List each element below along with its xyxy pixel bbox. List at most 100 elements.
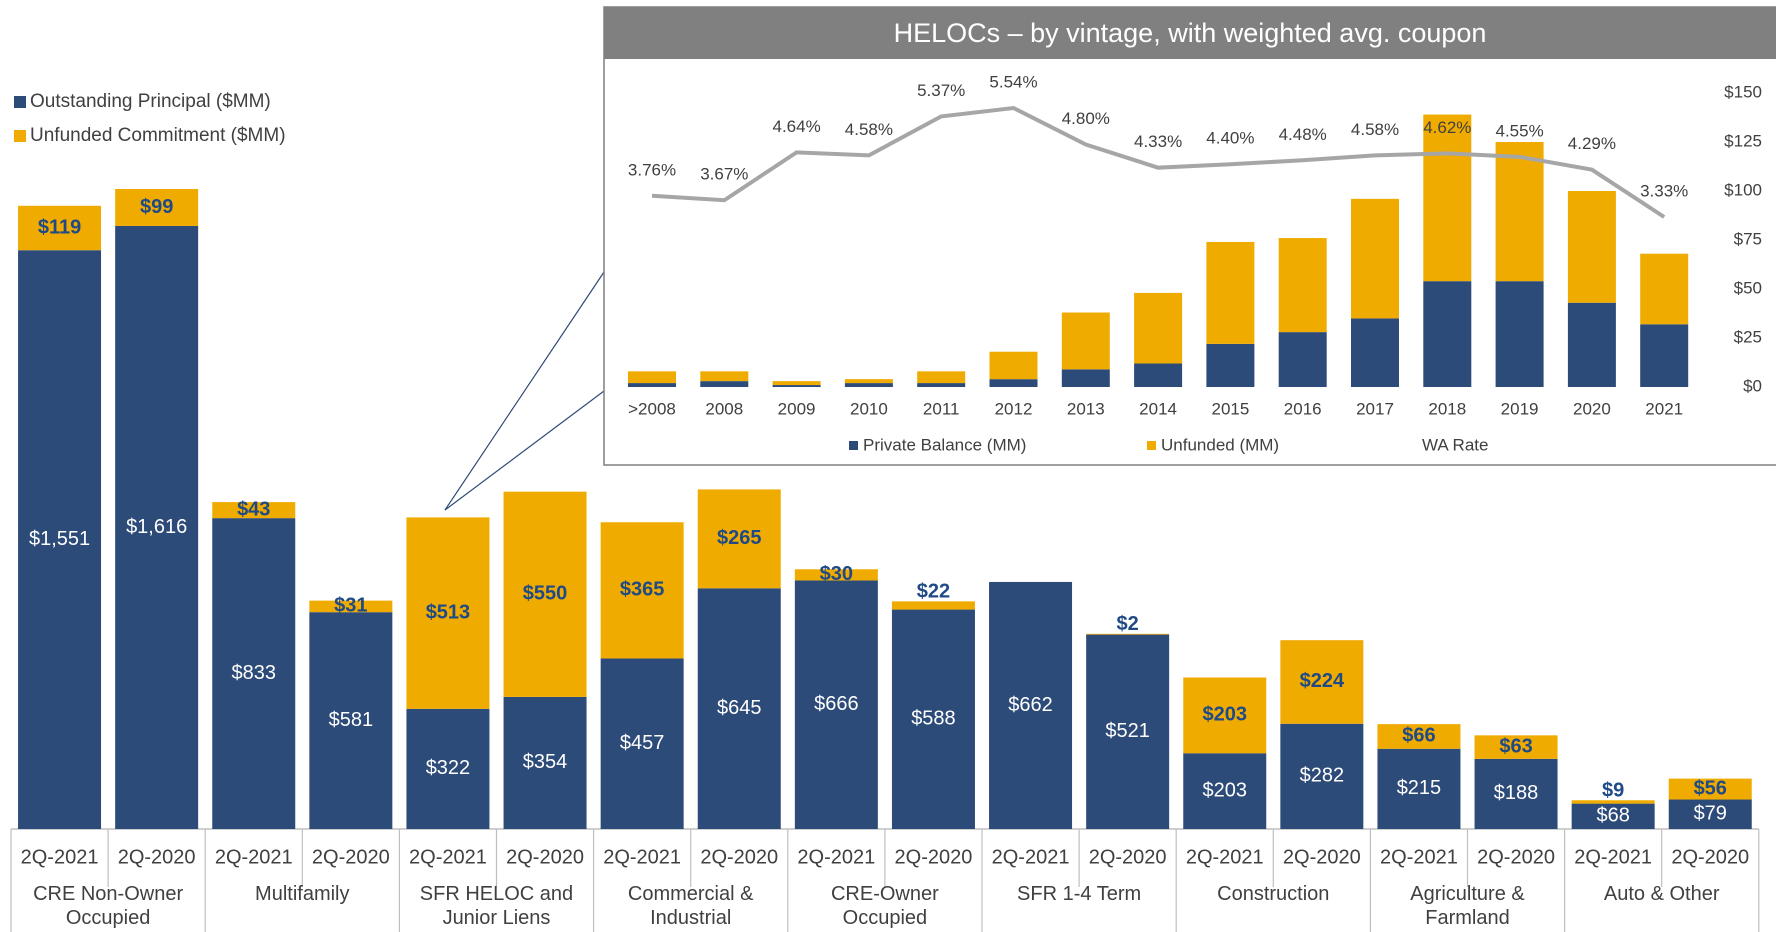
bar-segment — [1280, 723, 1364, 829]
bar-segment — [309, 612, 393, 829]
value-label: $9 — [1602, 780, 1624, 802]
rate-line — [651, 105, 1666, 219]
value-label: $581 — [329, 709, 374, 731]
x-tick-label: 2Q-2020 — [312, 846, 390, 868]
bar-segment — [1351, 198, 1399, 319]
bar-segment — [1495, 281, 1544, 387]
group-label: Construction — [1217, 883, 1330, 905]
bar-segment — [1183, 677, 1267, 754]
x-tick-label: 2Q-2020 — [1671, 846, 1749, 868]
bar-segment — [628, 383, 676, 387]
bar-segment — [700, 381, 749, 387]
group-label: Agriculture & Farmland — [1410, 883, 1525, 929]
value-label: 4.55% — [1495, 121, 1543, 140]
y-tick-label: $25 — [1734, 327, 1762, 346]
value-label: 4.62% — [1423, 118, 1471, 137]
value-label: 5.37% — [917, 81, 965, 100]
bar-segment — [1423, 281, 1472, 387]
bar-segment — [917, 383, 966, 387]
legend-label: Unfunded (MM) — [1161, 435, 1279, 454]
bar-segment — [1134, 363, 1183, 387]
legend-marker — [1147, 441, 1156, 450]
group-label: CRE-Owner Occupied — [830, 883, 939, 929]
legend-label: Private Balance (MM) — [863, 435, 1026, 454]
bar-segment — [1377, 724, 1461, 749]
value-label: 4.64% — [772, 117, 820, 136]
bar-segment — [891, 601, 975, 610]
bar-segment — [503, 491, 587, 697]
x-tick-label: 2Q-2021 — [1574, 846, 1652, 868]
x-tick-label: 2Q-2021 — [1186, 846, 1264, 868]
bar-segment — [628, 371, 676, 384]
y-tick-label: $75 — [1734, 229, 1762, 248]
bar-segment — [1206, 241, 1255, 344]
value-label: $79 — [1694, 803, 1727, 825]
value-label: $645 — [717, 697, 762, 719]
value-label: $457 — [620, 732, 665, 754]
value-label: 4.33% — [1134, 132, 1182, 151]
value-label: 4.80% — [1062, 109, 1110, 128]
bar-segment — [1280, 640, 1364, 724]
bar-segment — [1278, 238, 1327, 333]
value-label: $43 — [237, 498, 270, 520]
bar-segment — [1086, 633, 1170, 635]
x-tick-label: 2Q-2020 — [1089, 846, 1167, 868]
bar-segment — [406, 517, 490, 709]
legend-label: WA Rate — [1422, 435, 1488, 454]
value-label: $1,551 — [29, 528, 90, 550]
bar-segment — [1423, 114, 1472, 282]
x-tick-label: 2Q-2020 — [1283, 846, 1361, 868]
bar-segment — [1567, 302, 1616, 387]
value-label: $31 — [334, 595, 367, 617]
x-tick-label: 2011 — [923, 399, 960, 418]
value-label: 3.33% — [1640, 181, 1688, 200]
bar-segment — [115, 189, 199, 226]
value-label: $203 — [1203, 704, 1248, 726]
inset-header — [604, 7, 1776, 59]
value-label: $833 — [232, 662, 277, 684]
callout-line — [444, 390, 605, 511]
value-label: $66 — [1402, 725, 1435, 747]
y-tick-label: $150 — [1724, 82, 1762, 101]
bar-segment — [1668, 778, 1752, 800]
bar-segment — [212, 518, 296, 829]
group-label: Commercial & Industrial — [627, 883, 754, 929]
bar-segment — [772, 385, 821, 387]
value-label: $365 — [620, 579, 665, 601]
bar-segment — [1377, 748, 1461, 829]
bar-segment — [1474, 735, 1558, 759]
value-label: $63 — [1499, 735, 1532, 757]
bar-segment — [1640, 253, 1689, 325]
x-tick-label: 2Q-2021 — [797, 846, 875, 868]
x-tick-label: 2Q-2021 — [215, 846, 293, 868]
bar-segment — [212, 502, 296, 519]
bar-segment — [600, 658, 684, 829]
bar-segment — [794, 580, 878, 829]
bar-segment — [891, 609, 975, 829]
bar-segment — [772, 381, 821, 386]
x-tick-label: 2Q-2020 — [895, 846, 973, 868]
value-label: $215 — [1397, 777, 1442, 799]
x-tick-label: 2014 — [1139, 399, 1177, 418]
x-tick-label: 2019 — [1501, 399, 1539, 418]
value-label: $188 — [1494, 782, 1539, 804]
bar-segment — [309, 600, 393, 613]
bar-segment — [1495, 142, 1544, 282]
inset-title: HELOCs – by vintage, with weighted avg. … — [894, 18, 1487, 48]
y-tick-label: $0 — [1743, 376, 1762, 395]
bar-segment — [917, 371, 966, 384]
x-tick-label: 2012 — [995, 399, 1033, 418]
group-label: SFR HELOC and Junior Liens — [419, 883, 574, 929]
x-tick-label: 2Q-2020 — [118, 846, 196, 868]
callout-line — [444, 271, 605, 511]
value-label: $666 — [814, 693, 859, 715]
bar-segment — [989, 379, 1038, 387]
bar-segment — [1134, 292, 1183, 364]
y-tick-label: $100 — [1724, 180, 1762, 199]
bar-segment — [1668, 799, 1752, 829]
legend-label: Outstanding Principal ($MM) — [30, 91, 271, 112]
bar-segment — [989, 581, 1073, 829]
x-tick-label: 2020 — [1573, 399, 1611, 418]
value-label: $1,616 — [126, 516, 187, 538]
